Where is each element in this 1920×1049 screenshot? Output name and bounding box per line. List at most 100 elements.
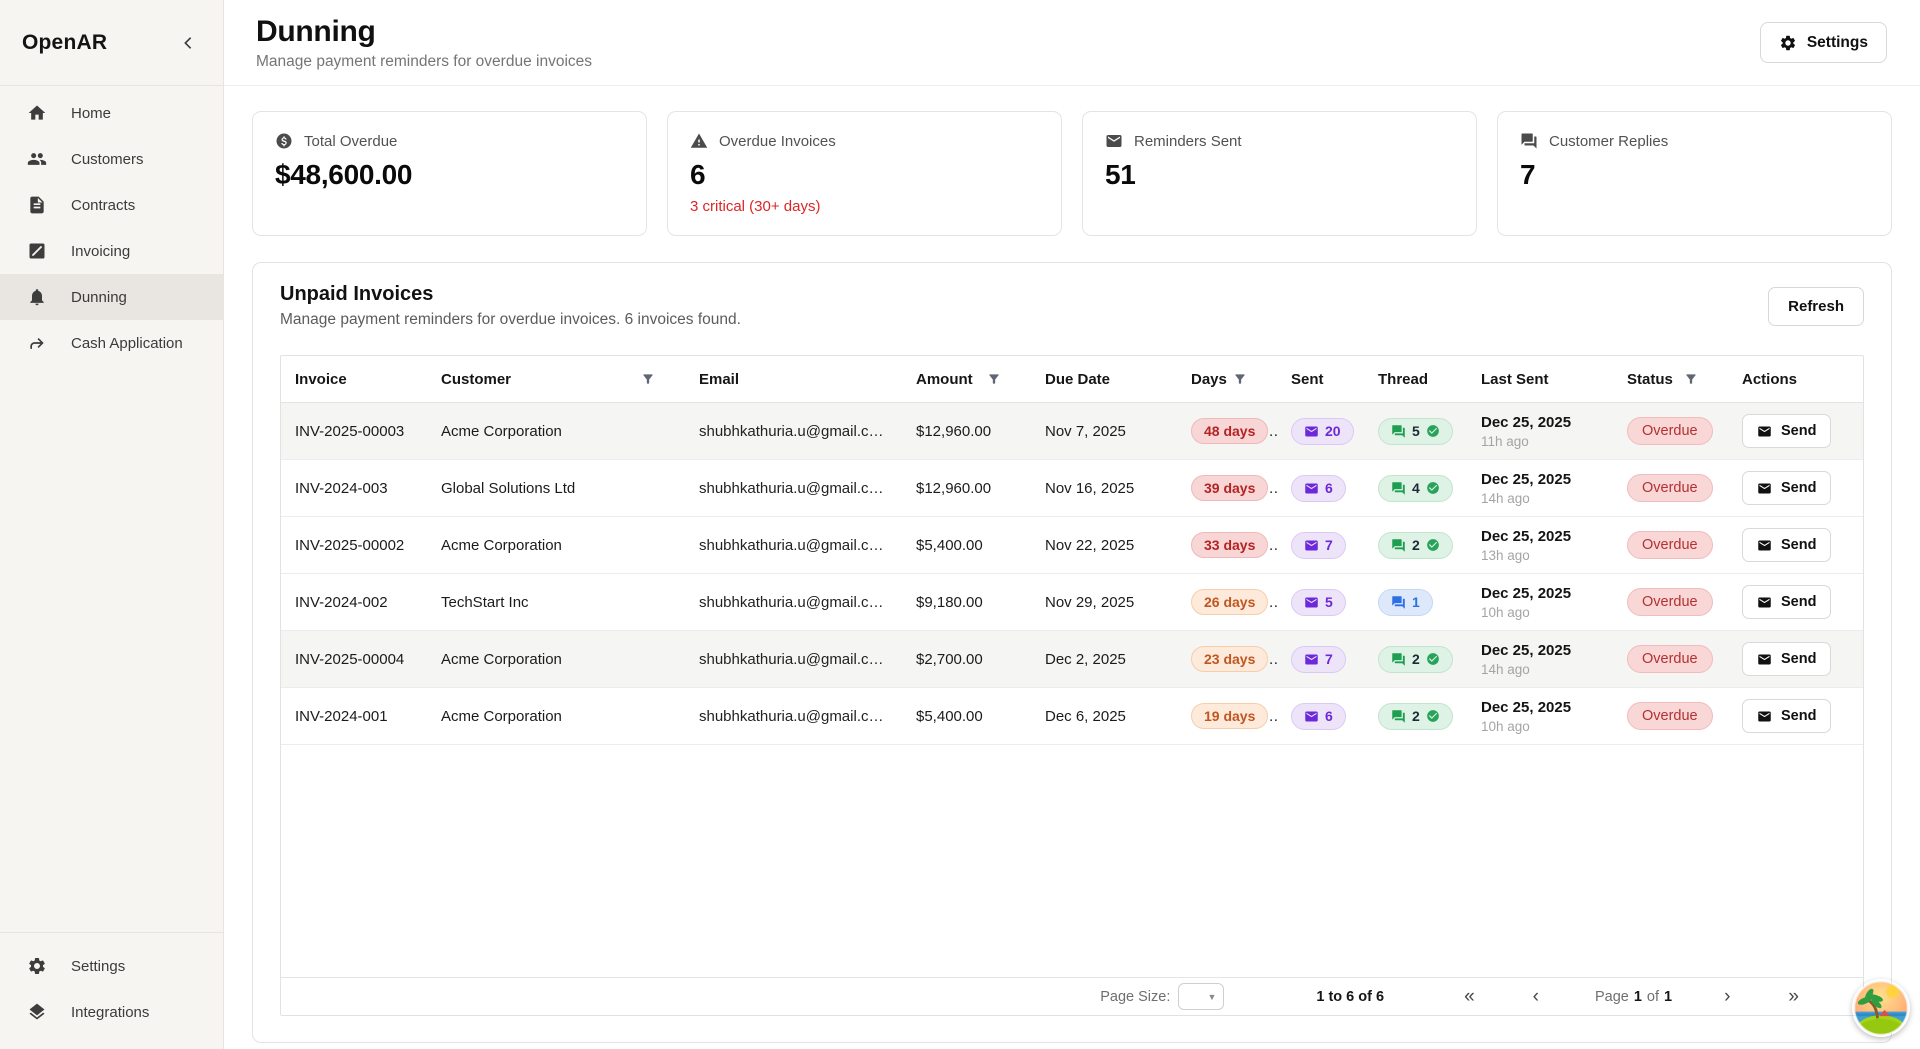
sidebar-item-contracts[interactable]: Contracts (0, 182, 223, 228)
cell-actions: Send (1728, 471, 1863, 505)
first-page-button[interactable]: « (1464, 986, 1475, 1007)
send-reminder-button[interactable]: Send (1742, 585, 1832, 619)
sidebar-item-home[interactable]: Home (0, 90, 223, 136)
days-overdue-badge: 23 days (1191, 646, 1269, 672)
next-page-button[interactable]: › (1724, 986, 1731, 1007)
column-header-last-sent[interactable]: Last Sent (1467, 356, 1613, 402)
cell-invoice: INV-2025-00004 (295, 650, 405, 668)
content: Total Overdue $48,600.00 Overdue Invoices 6… (224, 86, 1920, 1049)
column-header-status[interactable]: Status (1613, 356, 1728, 402)
sidebar-item-settings[interactable]: Settings (0, 943, 223, 989)
last-sent-date: Dec 25, 2025 (1481, 698, 1572, 716)
mail-icon (1304, 595, 1319, 610)
table-row: INV-2024-001 Acme Corporation shubhkathuri… (281, 688, 1863, 745)
send-reminder-button[interactable]: Send (1742, 528, 1832, 562)
layers-icon (27, 1002, 47, 1022)
chat-bubbles-icon (1391, 652, 1406, 667)
cell-due-date: Dec 6, 2025 (1045, 707, 1126, 725)
sent-count: 20 (1325, 423, 1341, 439)
column-header-sent[interactable]: Sent (1277, 356, 1364, 402)
column-header-email[interactable]: Email (685, 356, 902, 402)
cell-last-sent: Dec 25, 2025 11h ago (1467, 414, 1613, 449)
stat-value: 6 (690, 159, 706, 190)
column-header-amount[interactable]: Amount (902, 356, 1031, 402)
reminders-sent-badge: 5 (1291, 588, 1346, 616)
sidebar-item-label: Integrations (71, 1003, 150, 1021)
send-reminder-button[interactable]: Send (1742, 414, 1832, 448)
mail-icon (1304, 709, 1319, 724)
check-circle-icon (1426, 709, 1440, 723)
sent-count: 6 (1325, 480, 1333, 496)
cell-amount: $5,400.00 (916, 707, 983, 725)
filter-icon[interactable] (987, 372, 1001, 386)
send-button-label: Send (1781, 651, 1817, 667)
sidebar-item-label: Settings (71, 957, 126, 975)
table-empty-space (281, 745, 1863, 977)
column-header-label: Customer (441, 370, 512, 388)
column-header-thread[interactable]: Thread (1364, 356, 1467, 402)
status-badge: Overdue (1627, 530, 1713, 560)
send-reminder-button[interactable]: Send (1742, 642, 1832, 676)
page-size-label: Page Size: (1100, 988, 1171, 1005)
page-current: 1 (1633, 988, 1642, 1005)
sent-count: 6 (1325, 708, 1333, 724)
bell-icon (27, 287, 47, 307)
column-header-customer[interactable]: Customer (427, 356, 685, 402)
sidebar-collapse-button[interactable] (175, 29, 203, 57)
unpaid-invoices-panel: Unpaid Invoices Manage payment reminders… (252, 262, 1892, 1043)
column-header-label: Invoice (295, 370, 347, 388)
cell-email: shubhkathuria.u@gmail.c… (699, 536, 884, 554)
stat-label: Total Overdue (304, 132, 398, 150)
cell-status: Overdue (1613, 587, 1728, 617)
send-button-label: Send (1781, 537, 1817, 553)
refresh-button[interactable]: Refresh (1768, 287, 1864, 326)
sidebar-header: OpenAR (0, 0, 223, 86)
cell-days: 23 days (1177, 646, 1277, 672)
mail-icon (1304, 481, 1319, 496)
stat-label: Overdue Invoices (719, 132, 836, 150)
sidebar-item-customers[interactable]: Customers (0, 136, 223, 182)
cell-sent: 7 (1277, 645, 1364, 673)
previous-page-button[interactable]: ‹ (1532, 986, 1539, 1007)
cell-customer: Acme Corporation (441, 536, 562, 554)
chat-bubbles-icon (1391, 595, 1406, 610)
cell-status: Overdue (1613, 644, 1728, 674)
filter-icon[interactable] (641, 372, 655, 386)
column-header-due-date[interactable]: Due Date (1031, 356, 1177, 402)
cell-due-date: Nov 7, 2025 (1045, 422, 1126, 440)
send-reminder-button[interactable]: Send (1742, 471, 1832, 505)
sidebar-item-integrations[interactable]: Integrations (0, 989, 223, 1035)
thread-count: 5 (1412, 423, 1420, 439)
settings-button[interactable]: Settings (1759, 22, 1887, 63)
column-header-invoice[interactable]: Invoice (281, 356, 427, 402)
gear-icon (1779, 34, 1797, 52)
stat-label-row: Customer Replies (1520, 132, 1869, 150)
column-header-label: Due Date (1045, 370, 1111, 388)
island-widget-badge[interactable] (1852, 979, 1910, 1037)
column-header-actions[interactable]: Actions (1728, 356, 1863, 402)
stat-card-overdue-invoices: Overdue Invoices 6 3 critical (30+ days) (667, 111, 1062, 236)
cell-customer: Acme Corporation (441, 422, 562, 440)
check-circle-icon (1426, 538, 1440, 552)
cell-actions: Send (1728, 699, 1863, 733)
cell-days: 48 days (1177, 418, 1277, 444)
status-badge: Overdue (1627, 644, 1713, 674)
filter-icon[interactable] (1233, 372, 1247, 386)
page-size-select[interactable]: ▼ (1178, 983, 1225, 1010)
cell-days: 19 days (1177, 703, 1277, 729)
filter-icon[interactable] (1684, 372, 1698, 386)
column-header-days[interactable]: Days (1177, 356, 1277, 402)
column-header-label: Amount (916, 370, 973, 388)
cell-thread: 4 (1364, 474, 1467, 502)
send-reminder-button[interactable]: Send (1742, 699, 1832, 733)
days-overdue-badge: 19 days (1191, 703, 1269, 729)
sidebar-item-cash-application[interactable]: Cash Application (0, 320, 223, 366)
sidebar-item-dunning[interactable]: Dunning (0, 274, 223, 320)
sidebar-item-invoicing[interactable]: Invoicing (0, 228, 223, 274)
table-row: INV-2024-003 Global Solutions Ltd shubhkat… (281, 460, 1863, 517)
page-word: Page (1594, 988, 1629, 1005)
thread-badge: 4 (1378, 474, 1453, 502)
page-total: 1 (1664, 988, 1673, 1005)
last-page-button[interactable]: » (1788, 986, 1799, 1007)
